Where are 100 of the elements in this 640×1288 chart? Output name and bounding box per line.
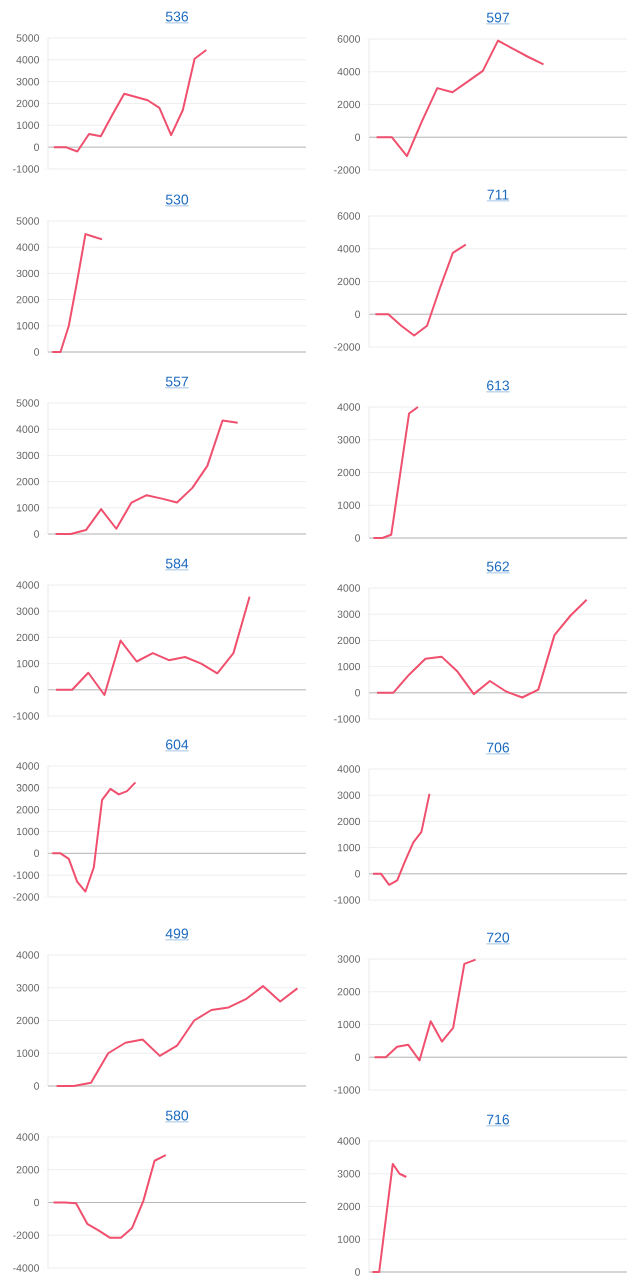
y-tick-label: -1000	[13, 165, 40, 173]
y-tick-label: 4000	[16, 425, 40, 433]
y-tick-label: 1000	[337, 843, 361, 852]
y-tick-label: -1000	[13, 871, 40, 879]
y-tick-label: 4000	[337, 403, 361, 411]
y-tick-label: 0	[355, 1268, 361, 1276]
y-tick-label: 0	[355, 310, 361, 318]
y-tick-label: -1000	[334, 896, 361, 904]
y-tick-label: 1000	[16, 121, 40, 130]
y-tick-label: 4000	[16, 951, 40, 959]
chart-title: 613	[487, 380, 510, 391]
y-tick-label: 1000	[337, 1235, 361, 1243]
y-tick-label: 2000	[16, 295, 40, 304]
y-tick-label: 3000	[337, 610, 361, 618]
y-tick-label: 3000	[16, 984, 40, 992]
y-tick-label: 0	[355, 689, 361, 697]
y-tick-label: 2000	[16, 633, 40, 642]
y-tick-label: 3000	[337, 436, 361, 444]
chart-title: 580	[165, 1110, 189, 1121]
line-series	[375, 39, 545, 158]
chart-title: 499	[165, 928, 189, 939]
y-tick-label: 1000	[16, 504, 40, 512]
y-tick-label: 0	[34, 348, 40, 356]
y-tick-label: -1000	[334, 715, 361, 723]
y-tick-label: 6000	[337, 35, 361, 43]
chart-title: 557	[165, 376, 188, 387]
y-tick-label: 4000	[16, 1133, 40, 1141]
y-tick-label: -2000	[13, 893, 40, 901]
y-tick-label: 0	[34, 686, 40, 694]
chart-title: 716	[487, 1114, 510, 1125]
y-tick-label: 4000	[337, 245, 361, 253]
y-tick-label: 3000	[337, 1170, 361, 1178]
y-tick-label: 0	[34, 1198, 40, 1207]
y-tick-label: -1000	[334, 1086, 361, 1094]
y-tick-label: 4000	[337, 1137, 361, 1145]
y-tick-label: -2000	[13, 1231, 40, 1239]
y-tick-label: 1000	[16, 659, 40, 668]
y-tick-label: 2000	[337, 277, 361, 286]
y-tick-label: 2000	[337, 817, 361, 826]
y-tick-label: 3000	[16, 269, 40, 278]
y-tick-label: -1000	[13, 712, 40, 720]
y-tick-label: 0	[355, 133, 361, 141]
y-tick-label: 1000	[337, 501, 361, 509]
y-tick-label: 4000	[16, 762, 40, 770]
chart-title: 720	[487, 932, 510, 943]
line-series	[371, 1162, 408, 1273]
line-series	[51, 233, 104, 353]
y-tick-label: 0	[34, 143, 40, 151]
y-tick-label: 4000	[16, 581, 40, 589]
line-series	[374, 243, 467, 337]
line-series	[52, 1154, 167, 1239]
y-tick-label: 0	[355, 870, 361, 878]
y-tick-label: 1000	[16, 827, 40, 836]
y-tick-label: -2000	[334, 343, 361, 351]
y-tick-label: 2000	[337, 100, 361, 109]
line-series	[55, 595, 251, 697]
y-tick-label: 4000	[16, 243, 40, 251]
y-tick-label: 2000	[16, 477, 40, 486]
y-tick-label: 3000	[16, 77, 40, 86]
y-tick-label: 0	[34, 1082, 40, 1090]
chart-title: 706	[487, 742, 510, 753]
chart-title: 711	[487, 189, 509, 200]
line-series	[372, 792, 431, 886]
line-series	[376, 598, 588, 699]
y-tick-label: 1000	[16, 1049, 40, 1057]
y-tick-label: 4000	[337, 68, 361, 76]
y-tick-label: 0	[34, 530, 40, 538]
y-tick-label: 3000	[16, 451, 40, 460]
line-series	[55, 985, 299, 1087]
y-tick-label: 5000	[16, 217, 40, 225]
y-tick-label: -4000	[13, 1264, 40, 1272]
chart-title: 584	[165, 558, 189, 569]
y-tick-label: 2000	[337, 988, 361, 996]
y-tick-label: 0	[355, 1053, 361, 1061]
chart-title: 604	[166, 739, 189, 750]
y-tick-label: 2000	[337, 636, 361, 645]
y-tick-label: 3000	[337, 955, 361, 963]
y-tick-label: 0	[34, 849, 40, 858]
y-tick-label: 3000	[16, 607, 40, 615]
y-tick-label: 4000	[337, 765, 361, 773]
y-tick-label: 2000	[16, 1166, 40, 1174]
y-tick-label: 5000	[16, 34, 40, 42]
chart-title: 530	[165, 194, 189, 205]
chart-title: 597	[486, 12, 509, 23]
y-tick-label: 1000	[337, 662, 361, 671]
y-tick-label: 5000	[16, 399, 40, 407]
y-tick-label: 2000	[16, 1016, 40, 1025]
y-tick-label: 1000	[337, 1020, 361, 1029]
y-tick-label: 6000	[337, 212, 361, 220]
line-series	[372, 405, 419, 539]
y-tick-label: -2000	[334, 166, 361, 174]
y-tick-label: 4000	[16, 56, 40, 64]
y-tick-label: 4000	[337, 584, 361, 592]
y-tick-label: 2000	[16, 99, 40, 108]
y-tick-label: 0	[355, 534, 361, 542]
line-series	[373, 958, 477, 1062]
y-tick-label: 2000	[16, 805, 40, 814]
y-tick-label: 3000	[16, 784, 40, 792]
y-tick-label: 2000	[337, 468, 361, 477]
line-series	[51, 781, 137, 893]
